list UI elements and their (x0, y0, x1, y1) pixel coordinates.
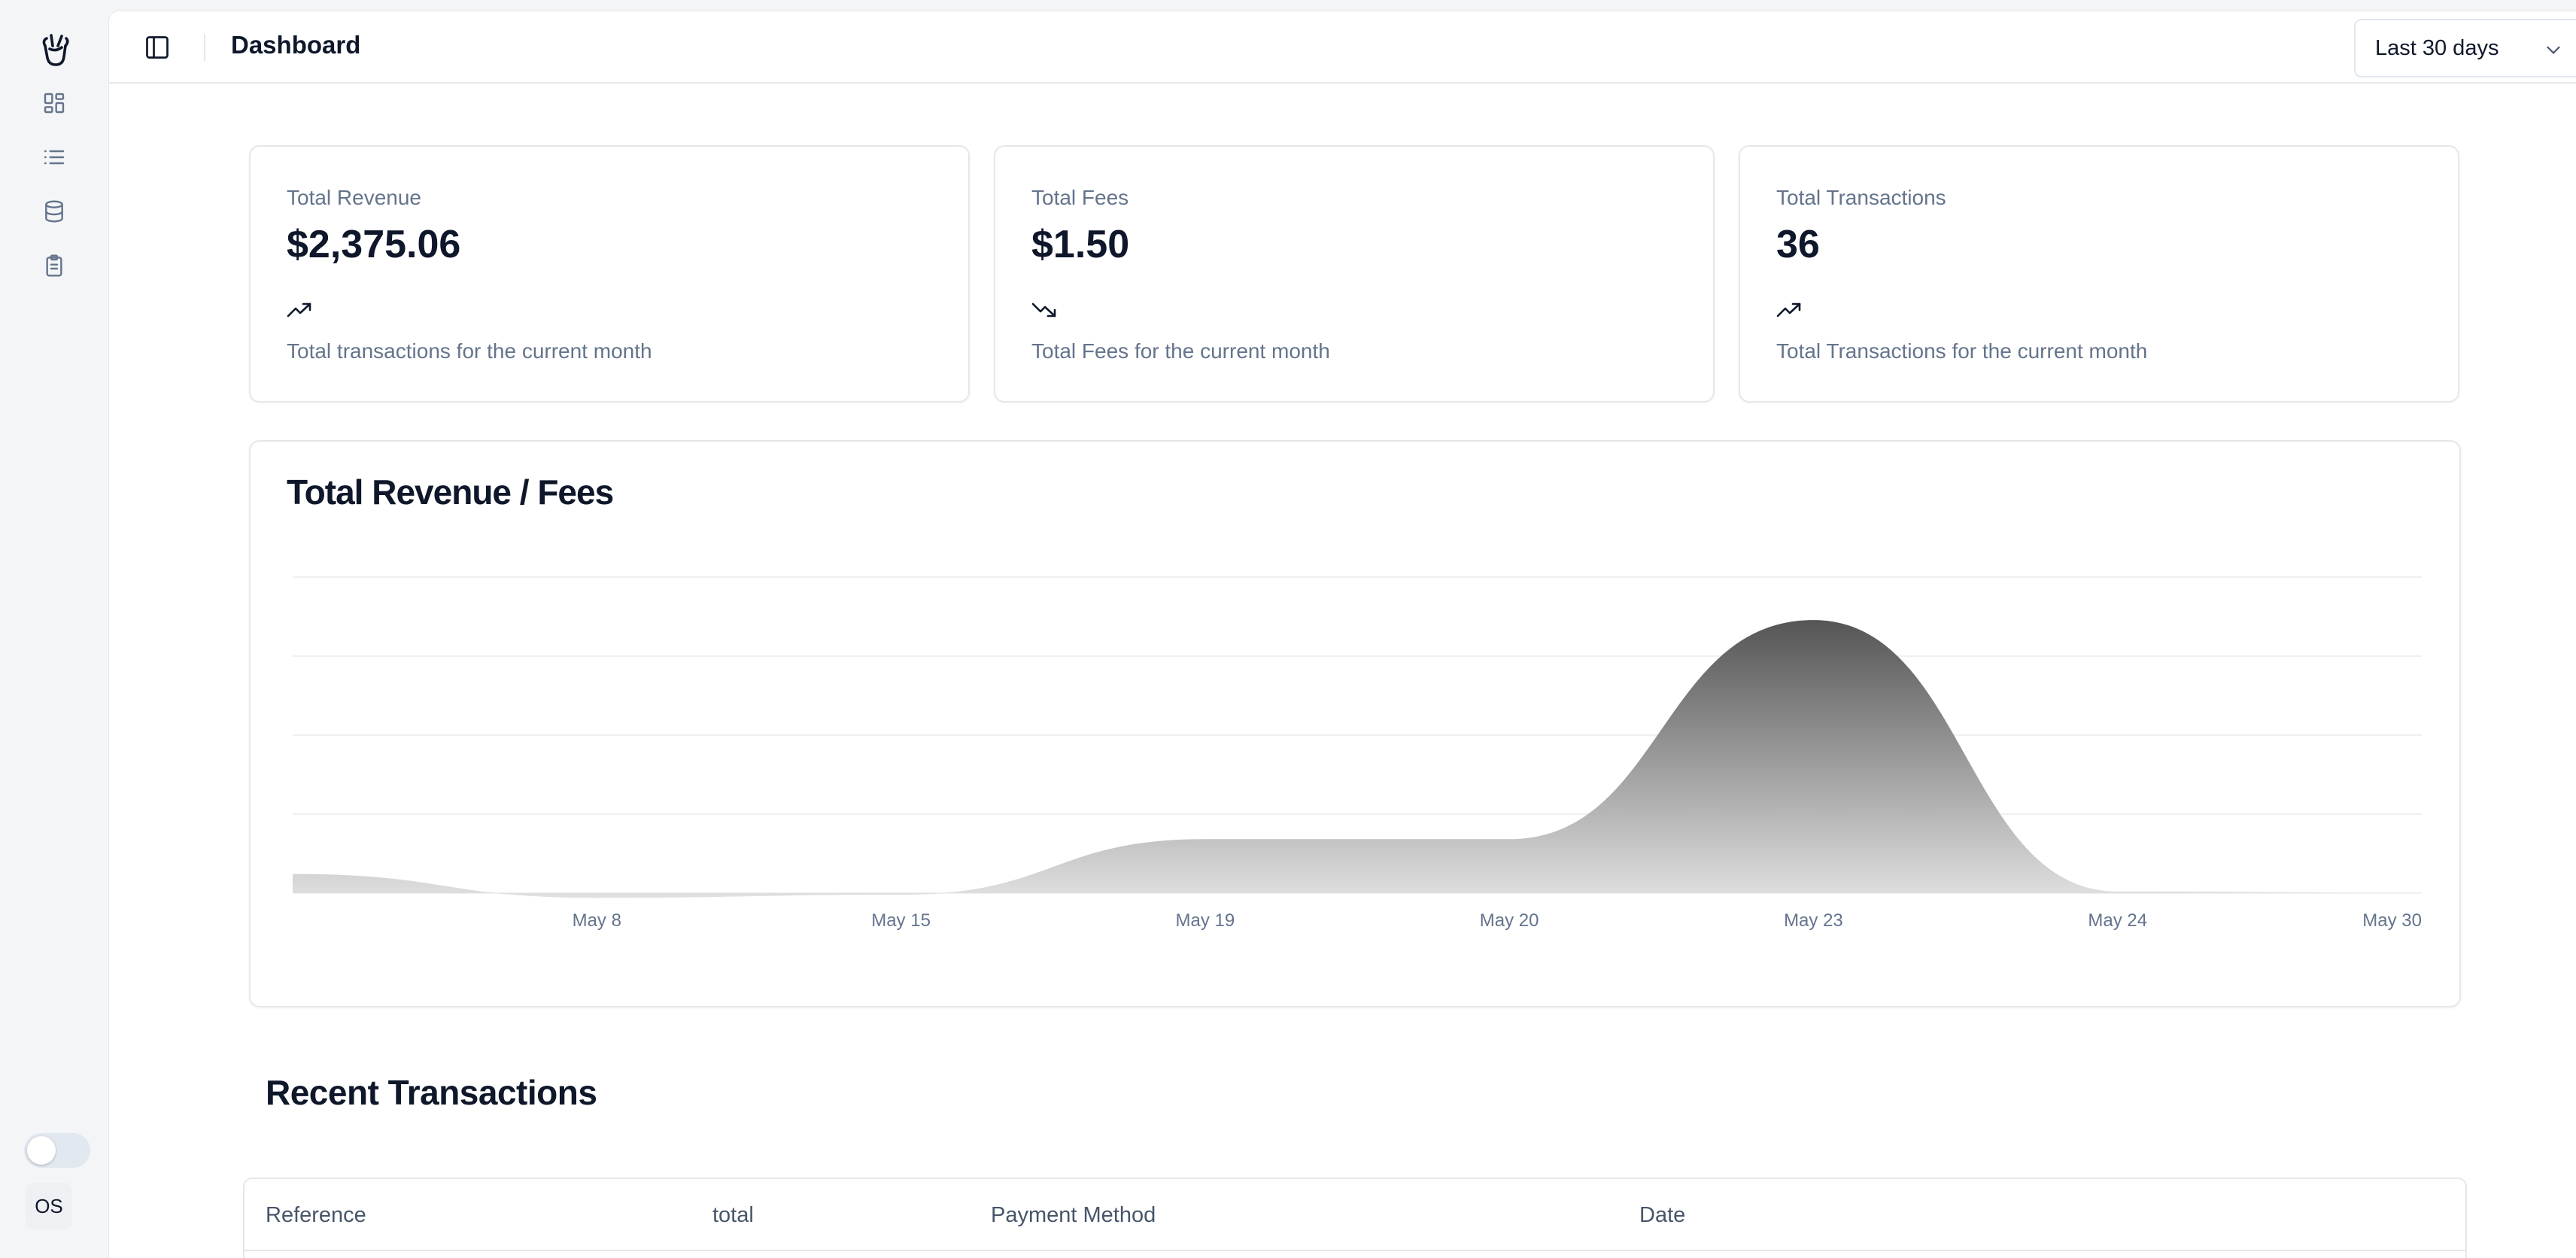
x-tick-label: May 20 (1480, 910, 1539, 931)
sidebar: OS (0, 0, 108, 1258)
area-chart: May 8 May 15 May 19 May 20 May 23 May 24 May 3… (293, 576, 2422, 931)
area-series-0 (293, 620, 2422, 898)
stat-card-revenue: Total Revenue $2,375.06 Total transactio… (249, 145, 970, 403)
avatar[interactable]: OS (26, 1183, 72, 1229)
chart-title: Total Revenue / Fees (287, 473, 614, 512)
date-range-select[interactable]: Last 30 days (2354, 19, 2576, 77)
x-tick-label: May 19 (1176, 910, 1235, 931)
stat-description: Total transactions for the current month (287, 339, 652, 363)
x-tick-label: May 24 (2088, 910, 2147, 931)
column-header-total[interactable]: total (712, 1203, 754, 1227)
stat-card-fees: Total Fees $1.50 Total Fees for the curr… (994, 145, 1715, 403)
top-bar: Dashboard Last 30 days (109, 11, 2576, 84)
toggle-knob (27, 1136, 56, 1165)
x-tick-label: May 15 (871, 910, 931, 931)
column-header-date[interactable]: Date (1639, 1203, 1686, 1227)
stat-description: Total Transactions for the current month (1776, 339, 2148, 363)
app-logo-icon[interactable] (32, 26, 76, 72)
sidebar-item-dashboard[interactable] (39, 90, 69, 116)
stat-label: Total Transactions (1776, 186, 1946, 209)
avatar-initials: OS (35, 1194, 63, 1217)
main-panel: Dashboard Last 30 days Total Revenue $2,… (108, 11, 2576, 1258)
page-title: Dashboard (231, 31, 361, 59)
stat-label: Total Fees (1031, 186, 1129, 209)
chevron-down-icon (2547, 46, 2560, 54)
table-header: Reference total Payment Method Date (245, 1179, 2465, 1251)
list-icon (44, 150, 65, 165)
dashboard-icon (44, 93, 65, 114)
sidebar-item-list[interactable] (39, 144, 69, 170)
chart-area-series (293, 620, 2422, 898)
stat-value: 36 (1776, 223, 1820, 266)
x-tick-label: May 30 (2362, 910, 2422, 931)
column-header-payment-method[interactable]: Payment Method (991, 1203, 1156, 1227)
header-divider (204, 34, 205, 61)
stat-value: $1.50 (1031, 223, 1130, 266)
theme-toggle[interactable] (24, 1133, 90, 1168)
stat-description: Total Fees for the current month (1031, 339, 1330, 363)
sidebar-item-database[interactable] (39, 199, 69, 224)
x-tick-label: May 8 (573, 910, 621, 931)
stat-label: Total Revenue (287, 186, 422, 209)
trending-up-icon (1776, 302, 1801, 318)
revenue-fees-chart-card: Total Revenue / Fees May 8 May 15 May 19 Ma… (249, 440, 2461, 1007)
transactions-table: Reference total Payment Method Date (243, 1177, 2467, 1258)
database-icon (45, 200, 63, 223)
date-range-value: Last 30 days (2375, 35, 2499, 60)
chart-x-axis: May 8 May 15 May 19 May 20 May 23 May 24 May 3… (573, 910, 2422, 931)
sidebar-nav (39, 90, 69, 278)
recent-transactions-title: Recent Transactions (266, 1073, 597, 1112)
sidebar-toggle-icon[interactable] (144, 34, 171, 61)
stat-card-transactions: Total Transactions 36 Total Transactions… (1739, 145, 2459, 403)
trending-up-icon (287, 302, 311, 318)
trending-down-icon (1031, 302, 1056, 318)
stat-value: $2,375.06 (287, 223, 461, 266)
clipboard-icon (46, 254, 62, 277)
x-tick-label: May 23 (1784, 910, 1843, 931)
column-header-reference[interactable]: Reference (266, 1203, 366, 1227)
sidebar-item-clipboard[interactable] (39, 253, 69, 278)
